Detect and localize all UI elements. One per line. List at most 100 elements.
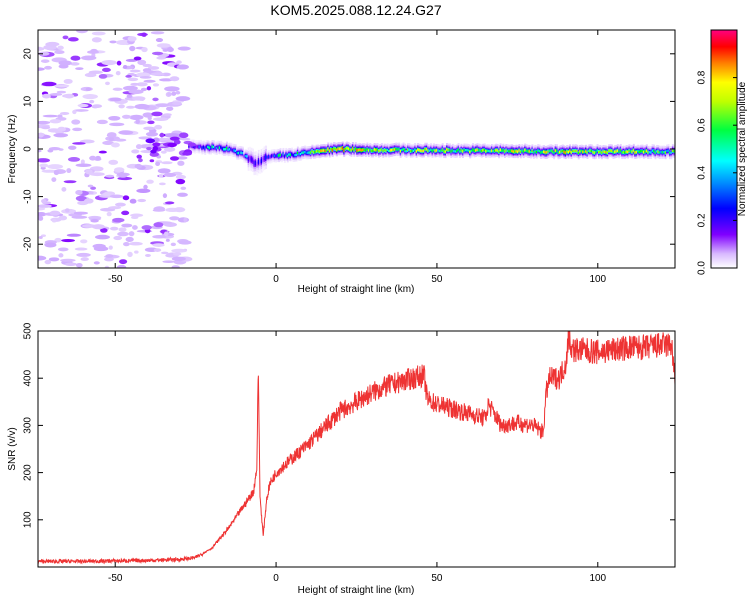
noise-speck [150,31,165,35]
ridge-cell [598,150,601,154]
noise-speck [60,258,76,262]
noise-speck [51,177,57,182]
x-tick-label: -50 [108,274,123,285]
ridge-cell [388,149,391,153]
ridge-cell [296,151,299,155]
noise-speck [175,90,181,95]
noise-speck [149,159,155,163]
noise-speck [100,228,108,233]
ridge-cell [612,151,615,154]
ridge-cell [443,150,446,153]
ridge-cell [563,150,566,154]
noise-speck [102,140,114,145]
noise-speck [109,136,114,142]
signal-blob [187,142,196,147]
ridge-cell [582,150,585,153]
ridge-cell [395,147,398,151]
noise-speck [146,179,154,184]
noise-speck [131,96,146,101]
ridge-cell [583,150,586,153]
ridge-cell [532,151,535,154]
ridge-cell [272,154,275,157]
noise-speck [44,65,52,70]
noise-speck [59,112,70,115]
noise-speck [162,260,176,263]
ridge-cell [589,149,592,152]
noise-speck [75,163,92,167]
noise-speck [176,64,189,70]
ridge-cell [314,150,317,154]
noise-speck [38,67,45,71]
ridge-cell [422,149,425,153]
noise-speck [172,252,182,256]
y-tick-label: 100 [23,511,34,528]
noise-speck [41,169,58,173]
noise-speck [90,48,98,54]
noise-speck [85,87,92,92]
ridge-cell [414,148,417,151]
ridge-cell [321,149,324,152]
noise-speck [137,198,147,203]
ridge-cell [292,154,295,157]
ridge-cell [606,151,609,154]
ridge-cell [359,148,362,151]
noise-speck [162,49,169,52]
ridge-cell [650,151,653,154]
noise-speck [49,210,61,216]
ridge-cell [351,147,354,150]
ridge-cell [425,148,428,151]
noise-speck [118,104,125,109]
noise-speck [75,262,83,268]
y-tick-label: 200 [23,464,34,481]
ridge-cell [309,151,312,154]
noise-speck [58,253,64,258]
noise-speck [108,159,119,165]
y-tick-label: 20 [23,48,34,60]
ridge-cell [534,150,537,153]
ridge-cell [415,150,418,153]
ridge-cell [194,145,197,149]
ridge-cell [518,149,521,152]
noise-speck [175,96,191,102]
noise-speck [92,224,105,230]
noise-speck [178,240,192,245]
ridge-cell [527,150,530,153]
noise-speck [79,139,95,144]
ridge-cell [217,145,220,149]
ridge-cell [496,149,499,152]
ridge-cell [412,149,415,152]
ridge-cell [593,151,596,154]
ridge-cell [210,146,213,150]
ridge-cell [492,149,495,153]
noise-speck [136,72,151,78]
noise-speck [57,45,64,50]
ridge-cell [493,149,496,153]
ridge-cell [370,149,373,153]
noise-speck [166,106,174,111]
noise-speck [141,225,152,230]
noise-speck [80,159,85,165]
ridge-cell [196,145,199,148]
ridge-cell [626,150,629,154]
ridge-cell [375,148,378,152]
noise-speck [155,103,170,108]
ridge-cell [318,150,321,153]
noise-speck [51,219,57,223]
ridge-cell [440,149,443,153]
ridge-cell [223,148,226,151]
noise-speck [130,213,144,218]
noise-speck [161,251,169,255]
noise-speck [163,231,169,237]
noise-speck [129,114,144,121]
noise-speck [134,103,150,110]
ridge-cell [373,148,376,151]
noise-speck [136,154,142,159]
ridge-cell [556,149,559,152]
ridge-cell [212,145,215,149]
noise-speck [152,243,165,247]
ridge-cell [470,149,473,153]
ridge-cell [431,149,434,153]
ridge-cell [541,150,544,154]
ridge-cell [262,157,265,162]
